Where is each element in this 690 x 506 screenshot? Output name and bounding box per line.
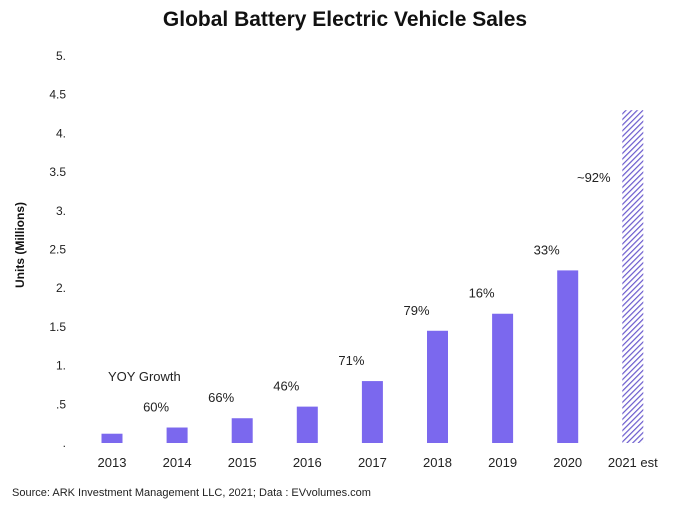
x-tick-label: 2017 bbox=[358, 455, 387, 470]
y-tick-label: 2. bbox=[56, 281, 66, 295]
bar bbox=[361, 381, 383, 443]
bars bbox=[101, 110, 644, 444]
growth-label: 66% bbox=[208, 390, 234, 405]
growth-label: 79% bbox=[403, 303, 429, 318]
source-note: Source: ARK Investment Management LLC, 2… bbox=[12, 487, 371, 499]
y-axis-ticks: . .5 1. 1.5 2. 2.5 3. 3.5 4. 4.5 5. bbox=[49, 49, 66, 450]
bar bbox=[427, 330, 448, 443]
growth-label: 71% bbox=[338, 353, 364, 368]
y-tick-label: 5. bbox=[56, 49, 66, 63]
y-tick-label: 1.5 bbox=[49, 320, 66, 334]
x-tick-label: 2018 bbox=[423, 455, 452, 470]
x-tick-label: 2021 est bbox=[608, 455, 658, 470]
x-tick-label: 2015 bbox=[228, 455, 257, 470]
y-tick-label: . bbox=[63, 436, 66, 450]
x-tick-label: 2013 bbox=[98, 455, 127, 470]
growth-label: ~92% bbox=[577, 170, 611, 185]
bar bbox=[492, 313, 514, 443]
x-tick-label: 2014 bbox=[163, 455, 192, 470]
chart-title: Global Battery Electric Vehicle Sales bbox=[162, 8, 528, 31]
yoy-growth-heading: YOY Growth bbox=[108, 369, 181, 384]
y-tick-label: .5 bbox=[56, 397, 66, 411]
growth-label: 60% bbox=[143, 400, 169, 415]
y-tick-label: 1. bbox=[56, 359, 66, 373]
x-tick-label: 2020 bbox=[553, 455, 582, 470]
bar bbox=[296, 406, 318, 443]
bar-estimate bbox=[622, 110, 644, 444]
y-tick-label: 4.5 bbox=[49, 88, 66, 102]
y-tick-label: 4. bbox=[56, 126, 66, 140]
growth-label: 16% bbox=[469, 286, 495, 301]
x-tick-label: 2016 bbox=[293, 455, 322, 470]
bar-chart-plot: . .5 1. 1.5 2. 2.5 3. 3.5 4. 4.5 5. 60% 66% 46% 71% 79… bbox=[49, 49, 659, 470]
growth-labels: 60% 66% 46% 71% 79% 16% 33% ~92% bbox=[143, 170, 611, 415]
bar bbox=[166, 427, 188, 443]
growth-label: 46% bbox=[273, 379, 299, 394]
growth-label: 33% bbox=[534, 242, 560, 257]
x-tick-label: 2019 bbox=[488, 455, 517, 470]
bar bbox=[557, 270, 579, 443]
bar bbox=[101, 433, 123, 443]
bar bbox=[231, 418, 253, 443]
y-tick-label: 2.5 bbox=[49, 243, 66, 257]
y-tick-label: 3.5 bbox=[49, 165, 66, 179]
x-axis-ticks: 2013 2014 2015 2016 2017 2018 2019 2020 2021 est bbox=[98, 455, 659, 470]
y-tick-label: 3. bbox=[56, 204, 66, 218]
